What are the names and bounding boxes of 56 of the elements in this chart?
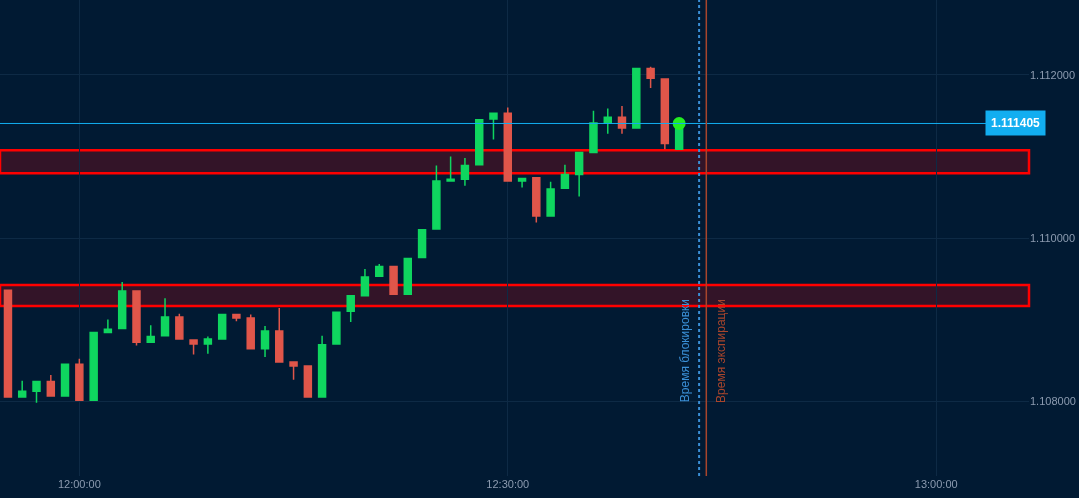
candlestick bbox=[346, 295, 355, 323]
candlestick bbox=[60, 363, 70, 397]
candlestick bbox=[446, 155, 455, 182]
candlestick bbox=[517, 177, 527, 189]
candlestick bbox=[260, 325, 270, 358]
candlestick bbox=[389, 265, 398, 295]
candlestick bbox=[203, 335, 213, 355]
candlestick bbox=[403, 257, 413, 296]
ref-line-label: Время блокировки bbox=[678, 298, 693, 403]
candlestick bbox=[360, 268, 370, 297]
candlestick bbox=[17, 379, 27, 398]
candlestick bbox=[146, 324, 155, 344]
candlestick bbox=[3, 289, 13, 398]
candlestick bbox=[460, 157, 470, 187]
candlestick bbox=[432, 164, 441, 230]
candlestick bbox=[132, 290, 141, 347]
ref-line-label: Время экспирации bbox=[713, 299, 728, 403]
candlestick bbox=[117, 281, 127, 330]
candlestick bbox=[603, 107, 612, 135]
x-tick-label: 12:30:00 bbox=[486, 478, 530, 490]
candlestick bbox=[275, 307, 284, 363]
candlestick bbox=[75, 357, 84, 401]
candlestick bbox=[303, 365, 313, 398]
x-tick-label: 13:00:00 bbox=[914, 478, 958, 490]
y-tick-label: 1.112000 bbox=[1030, 68, 1076, 81]
candlestick bbox=[46, 374, 56, 397]
candlestick bbox=[89, 331, 98, 401]
candlestick bbox=[217, 313, 227, 340]
candlestick bbox=[660, 78, 670, 150]
candlestick bbox=[175, 313, 184, 340]
candlestick bbox=[489, 112, 498, 141]
candlestick bbox=[560, 163, 570, 190]
candlestick bbox=[503, 106, 513, 182]
y-tick-label: 1.108000 bbox=[1030, 394, 1076, 407]
candlestick bbox=[589, 110, 598, 154]
candlestick bbox=[32, 379, 41, 404]
candlestick bbox=[232, 313, 241, 322]
candlestick bbox=[103, 318, 113, 335]
candlestick bbox=[160, 297, 170, 337]
ref-line-label: 1.111405 bbox=[991, 116, 1041, 130]
x-tick-label: 12:00:00 bbox=[57, 478, 101, 490]
candlestick bbox=[632, 67, 641, 129]
candlestick bbox=[546, 181, 555, 217]
candlestick bbox=[246, 313, 255, 350]
candlestick bbox=[417, 229, 427, 259]
candlestick bbox=[289, 361, 298, 381]
candlestick bbox=[332, 311, 341, 345]
candlestick bbox=[189, 339, 198, 356]
candlestick bbox=[475, 119, 484, 166]
candlestick bbox=[532, 176, 541, 224]
candlestick bbox=[617, 105, 627, 135]
candlestick bbox=[646, 66, 655, 89]
candlestick bbox=[574, 151, 584, 198]
candlestick bbox=[375, 263, 384, 278]
y-tick-label: 1.110000 bbox=[1030, 231, 1076, 244]
candlestick bbox=[317, 335, 327, 398]
